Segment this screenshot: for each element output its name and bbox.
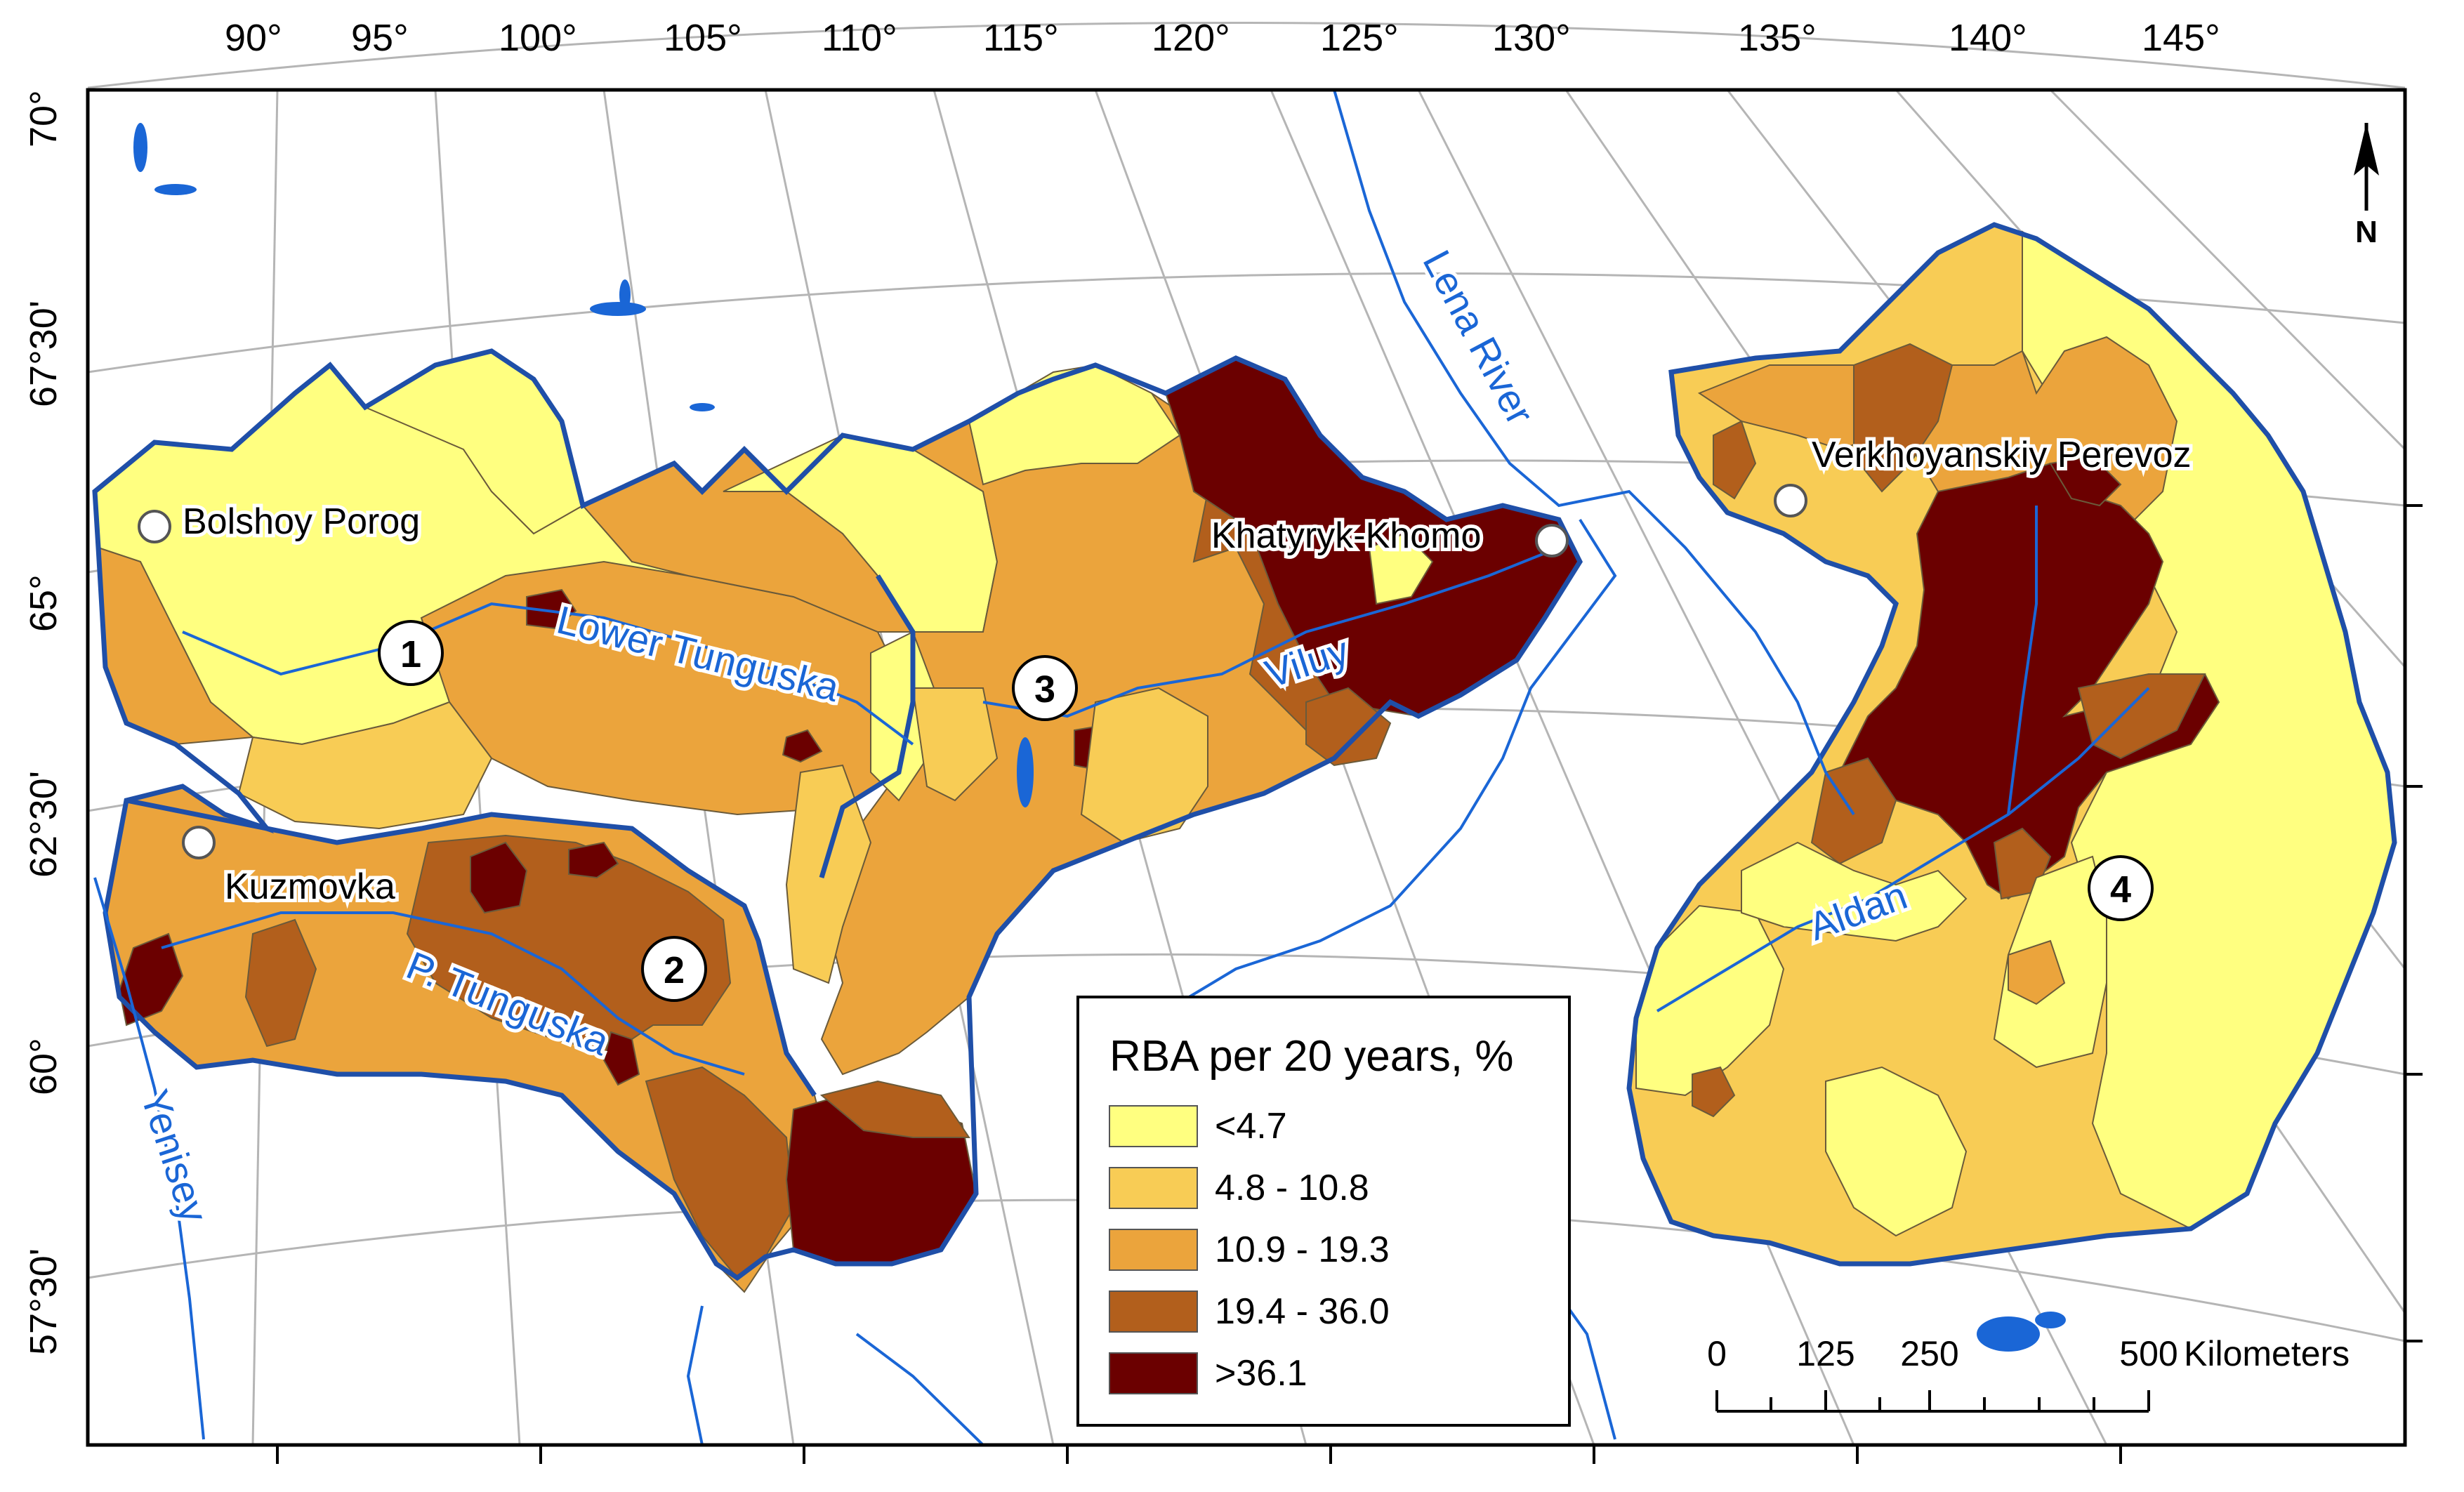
station-marker-verkhoyanskiy-perevoz: [1774, 484, 1807, 517]
scale-tick-250: 250: [1900, 1334, 1958, 1373]
region-2-dark-south: [645, 1066, 795, 1279]
station-label-kuzmovka: Kuzmovka: [225, 866, 395, 907]
map-frame: [86, 88, 2407, 1447]
eastern-boundary: [1626, 222, 2397, 1267]
lat-label-57-30: 57°30': [22, 1248, 65, 1355]
lat-label-62-30: 62°30': [22, 771, 65, 878]
legend-swatch-2: [1109, 1229, 1198, 1271]
lat-label-67-30: 67°30': [22, 301, 65, 407]
lon-label-110: 110°: [822, 17, 897, 59]
region-badge-1: [378, 620, 444, 686]
lon-label-125: 125°: [1320, 17, 1399, 59]
north-arrow-label: N: [2355, 215, 2378, 249]
region-4-mid-yellow-band: [1741, 841, 1968, 942]
latitude-labels: 70° 67°30' 65° 62°30' 60° 57°30': [22, 90, 65, 1355]
region-1-speck: [782, 729, 823, 763]
legend-label-0: <4.7: [1215, 1106, 1287, 1147]
scale-tick-0: 0: [1707, 1334, 1727, 1373]
station-label-verkhoyanskiy-perevoz: Verkhoyanskiy Perevoz: [1812, 435, 2192, 475]
region-3-yellow-east: [911, 687, 999, 802]
legend-swatch-3: [1109, 1290, 1198, 1333]
legend-swatch-4: [1109, 1352, 1198, 1394]
legend-label-3: 19.4 - 36.0: [1215, 1291, 1390, 1332]
lena-lower-line: [1164, 518, 1617, 1012]
lon-label-135: 135°: [1738, 17, 1817, 59]
lon-label-120: 120°: [1152, 17, 1230, 59]
lon-label-95: 95°: [351, 17, 409, 59]
region-4-orange-patch: [2008, 939, 2066, 1005]
legend-swatch-0: [1109, 1105, 1198, 1147]
lon-label-145: 145°: [2142, 17, 2220, 59]
aldan-line: [1656, 687, 2150, 1012]
scale-tick-125: 125: [1796, 1334, 1854, 1373]
region-number-4: 4: [2110, 869, 2131, 911]
aldan-tributary: [2007, 506, 2038, 815]
region-1-midlight: [237, 701, 493, 830]
region-badge-3: [1012, 655, 1078, 721]
region-4-darkest-ne: [2049, 455, 2122, 507]
lat-label-70: 70°: [22, 90, 65, 147]
region-3-yellow-north: [968, 364, 1181, 486]
region-badge-2: [641, 936, 707, 1002]
lon-label-105: 105°: [664, 17, 742, 59]
station-marker-bolshoy-porog: [138, 510, 171, 543]
region-4-darkest-core: [1838, 462, 2220, 900]
legend: RBA per 20 years, % <4.7 4.8 - 10.8 10.9 -…: [1076, 996, 1571, 1427]
lon-label-100: 100°: [499, 17, 577, 59]
lon-label-90: 90°: [225, 17, 282, 59]
legend-label-4: >36.1: [1215, 1353, 1307, 1394]
western-basins: [93, 350, 1581, 1293]
station-marker-khatyryk-khomo: [1535, 524, 1569, 557]
lon-label-115: 115°: [983, 17, 1059, 59]
lakes: [133, 123, 2066, 1352]
legend-label-2: 10.9 - 19.3: [1215, 1229, 1390, 1270]
lat-label-60: 60°: [22, 1038, 65, 1095]
region-3-viluy-light: [1368, 532, 1434, 605]
region-4-dark-north: [1853, 343, 1954, 493]
region-number-1: 1: [400, 633, 421, 675]
region-2-dark-wedge: [819, 1080, 970, 1138]
region-4-small-dark: [1692, 1066, 1736, 1118]
legend-label-1: 4.8 - 10.8: [1215, 1168, 1369, 1208]
station-markers: [138, 484, 1807, 859]
yenisey-line: [93, 877, 205, 1440]
region-2-tiny-dark-b: [568, 841, 619, 879]
legend-swatch-1: [1109, 1167, 1198, 1209]
region-1-small-dark: [526, 588, 577, 630]
p-tunguska-line: [161, 911, 745, 1076]
region-2-small-dark: [602, 1031, 640, 1086]
western-boundaries: [92, 348, 1583, 1281]
region-4-dark-west: [1713, 420, 1757, 500]
scale-unit: Kilometers: [2184, 1334, 2350, 1373]
viluy-line: [982, 546, 1560, 718]
region-3-light-patches: [785, 764, 872, 984]
region-number-2: 2: [664, 949, 685, 991]
region-badge-4: [2088, 855, 2154, 921]
station-marker-kuzmovka: [182, 826, 216, 859]
station-label-bolshoy-porog: Bolshoy Porog: [183, 501, 420, 542]
longitude-labels: 90° 95° 100° 105° 110° 115° 120° 125° 13…: [225, 17, 2220, 59]
region-number-3: 3: [1034, 668, 1055, 711]
lon-label-130: 130°: [1492, 17, 1571, 59]
region-2-west-dark: [244, 918, 317, 1048]
north-arrow-icon: N: [2354, 123, 2379, 249]
legend-title: RBA per 20 years, %: [1109, 1032, 1514, 1081]
region-3-viluy-mid: [1305, 687, 1392, 767]
region-4-south-yellow: [1825, 1066, 1968, 1237]
region-3-south-light: [1080, 687, 1208, 844]
lower-tunguska-line: [182, 602, 914, 746]
lena-river-line: [1333, 89, 1855, 816]
region-2-tiny-dark-a: [470, 841, 528, 914]
frame-ticks: [276, 504, 2423, 1464]
eastern-basin: [1628, 223, 2396, 1265]
lon-label-140: 140°: [1949, 17, 2027, 59]
scale-tick-500: 500: [2119, 1334, 2178, 1373]
region-badges: 1 2 3 4: [378, 620, 2154, 1002]
scale-bar: 0 125 250 500 Kilometers: [1707, 1334, 2350, 1413]
lat-label-65: 65°: [22, 574, 65, 632]
station-label-khatyryk-khomo: Khatyryk-Khomo: [1211, 515, 1481, 556]
region-4-southwest-yellow: [1635, 904, 1785, 1097]
